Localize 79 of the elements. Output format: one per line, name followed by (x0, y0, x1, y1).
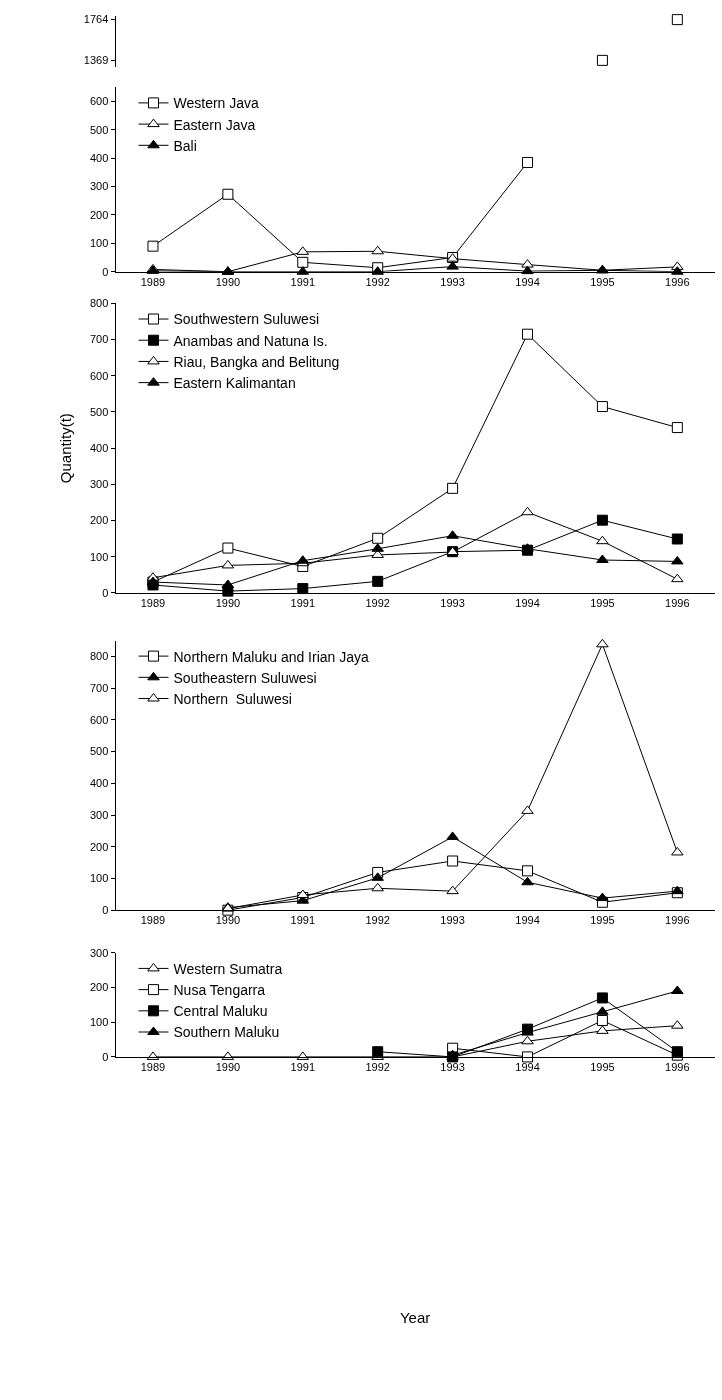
x-tick-label: 1996 (665, 597, 690, 610)
y-tick-label: 400 (89, 152, 109, 165)
y-axis-title: Quantity(t) (57, 413, 75, 484)
legend-label: Northern Maluku and Irian Jaya (173, 648, 370, 665)
x-tick-label: 1993 (440, 1061, 465, 1074)
x-tick-label: 1989 (140, 1061, 166, 1074)
x-tick-label: 1992 (365, 597, 390, 610)
legend-label: Northern Suluwesi (173, 690, 292, 707)
x-tick-label: 1994 (515, 275, 540, 288)
y-tick-label: 300 (89, 808, 109, 821)
y-tick-label: 500 (89, 405, 109, 418)
y-tick-label: 600 (89, 95, 109, 108)
x-tick-label: 1994 (515, 914, 540, 927)
y-tick-label: 400 (89, 777, 109, 790)
y-tick-label: 500 (89, 123, 109, 136)
legend-label: Southeastern Suluwesi (173, 669, 317, 686)
y-tick-label: 0 (102, 1050, 109, 1063)
y-tick-label: 1369 (83, 54, 109, 67)
y-tick-label: 0 (102, 904, 109, 917)
x-tick-label: 1994 (515, 1061, 540, 1074)
y-tick-label: 200 (89, 514, 109, 527)
x-tick-label: 1996 (665, 275, 690, 288)
legend-label: Eastern Kalimantan (173, 375, 296, 392)
x-tick-label: 1989 (140, 275, 166, 288)
x-tick-label: 1990 (215, 275, 241, 288)
y-tick-label: 700 (89, 681, 109, 694)
x-axis-title: Year (399, 1309, 431, 1327)
y-tick-label: 800 (89, 650, 109, 663)
x-tick-label: 1995 (590, 1061, 615, 1074)
legend-label: Southern Maluku (173, 1024, 280, 1041)
y-tick-label: 100 (89, 237, 109, 250)
y-tick-label: 400 (89, 442, 109, 455)
y-tick-label: 0 (102, 265, 109, 278)
x-tick-label: 1992 (365, 1061, 390, 1074)
y-tick-label: 500 (89, 745, 109, 758)
y-tick-label: 600 (89, 713, 109, 726)
legend-label: Riau, Bangka and Belitung (173, 353, 340, 370)
x-tick-label: 1992 (365, 914, 390, 927)
legend-label: Nusa Tengarra (173, 982, 266, 999)
x-tick-label: 1996 (665, 1061, 690, 1074)
x-tick-label: 1990 (215, 1061, 241, 1074)
y-tick-label: 300 (89, 180, 109, 193)
x-tick-label: 1994 (515, 597, 540, 610)
legend-label: Bali (173, 137, 197, 154)
x-tick-label: 1993 (440, 275, 465, 288)
x-tick-label: 1995 (590, 275, 615, 288)
y-tick-label: 200 (89, 981, 109, 994)
y-tick-label: 100 (89, 872, 109, 885)
x-tick-label: 1991 (290, 597, 316, 610)
y-tick-label: 200 (89, 208, 109, 221)
x-tick-label: 1990 (215, 914, 241, 927)
legend-label: Southwestern Suluwesi (173, 311, 320, 328)
x-tick-label: 1991 (290, 914, 316, 927)
legend-label: Eastern Java (173, 116, 256, 133)
y-tick-label: 300 (89, 478, 109, 491)
legend-label: Central Maluku (173, 1003, 268, 1020)
x-tick-label: 1991 (290, 275, 316, 288)
y-tick-label: 700 (89, 333, 109, 346)
x-tick-label: 1991 (290, 1061, 316, 1074)
y-tick-label: 0 (102, 586, 109, 599)
y-tick-label: 1764 (83, 13, 109, 26)
y-tick-label: 800 (89, 297, 109, 310)
y-tick-label: 200 (89, 840, 109, 853)
x-tick-label: 1993 (440, 914, 465, 927)
x-tick-label: 1990 (215, 597, 241, 610)
x-tick-label: 1995 (590, 914, 615, 927)
y-tick-label: 600 (89, 369, 109, 382)
x-tick-label: 1992 (365, 275, 390, 288)
x-tick-label: 1993 (440, 597, 465, 610)
x-tick-label: 1996 (665, 914, 690, 927)
y-tick-label: 100 (89, 550, 109, 563)
y-tick-label: 300 (89, 946, 109, 959)
legend-label: Western Java (173, 95, 260, 112)
x-tick-label: 1989 (140, 597, 166, 610)
legend-label: Anambas and Natuna Is. (173, 332, 328, 349)
x-tick-label: 1989 (140, 914, 166, 927)
y-tick-label: 100 (89, 1016, 109, 1029)
x-tick-label: 1995 (590, 597, 615, 610)
legend-label: Western Sumatra (173, 960, 283, 977)
